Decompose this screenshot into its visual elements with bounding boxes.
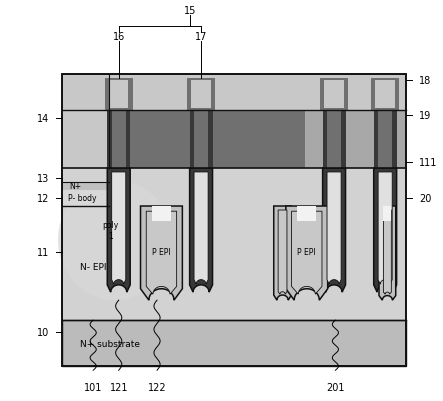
Bar — [371, 79, 399, 111]
Bar — [327, 111, 341, 168]
Bar — [208, 111, 213, 168]
Polygon shape — [194, 172, 208, 284]
Bar — [109, 81, 128, 109]
Bar — [187, 79, 215, 111]
Bar — [62, 111, 406, 168]
Text: 15: 15 — [184, 6, 196, 16]
Bar — [320, 79, 348, 111]
Bar — [297, 207, 316, 222]
Text: 16: 16 — [113, 32, 125, 42]
Polygon shape — [278, 211, 287, 294]
Bar — [378, 111, 392, 168]
Bar — [62, 182, 109, 190]
Bar — [383, 207, 391, 222]
Polygon shape — [286, 207, 328, 300]
Bar — [62, 75, 406, 111]
Polygon shape — [374, 168, 396, 292]
Text: 11: 11 — [37, 247, 49, 257]
Text: P- body: P- body — [68, 194, 96, 203]
Bar — [190, 111, 194, 168]
Text: 20: 20 — [419, 194, 431, 203]
Text: 13: 13 — [37, 174, 49, 184]
Bar — [194, 111, 208, 168]
Text: 101: 101 — [84, 382, 102, 392]
Bar — [112, 111, 126, 168]
Bar — [191, 81, 211, 109]
Bar — [376, 81, 395, 109]
Text: 122: 122 — [148, 382, 167, 392]
Bar — [126, 111, 130, 168]
Bar — [324, 81, 344, 109]
Text: P EPI: P EPI — [152, 247, 171, 257]
Bar — [107, 111, 112, 168]
Text: 17: 17 — [195, 32, 207, 42]
Bar — [305, 111, 406, 168]
Polygon shape — [107, 168, 130, 292]
Bar — [62, 111, 109, 168]
Bar — [62, 75, 406, 367]
Text: 14: 14 — [37, 113, 49, 124]
Bar — [62, 190, 109, 207]
Bar — [62, 168, 406, 320]
Text: 121: 121 — [109, 382, 128, 392]
Bar — [392, 111, 396, 168]
Text: P EPI: P EPI — [297, 247, 316, 257]
Text: 10: 10 — [37, 327, 49, 337]
Text: 201: 201 — [326, 382, 345, 392]
Text: N- EPI: N- EPI — [80, 262, 106, 271]
Text: poly
1: poly 1 — [103, 221, 119, 240]
Polygon shape — [383, 211, 391, 294]
Text: 12: 12 — [37, 194, 49, 203]
Polygon shape — [379, 207, 396, 300]
Polygon shape — [146, 212, 177, 294]
Text: 18: 18 — [419, 76, 431, 85]
Bar — [105, 79, 133, 111]
Polygon shape — [190, 168, 213, 292]
Polygon shape — [291, 212, 322, 294]
Bar — [374, 111, 378, 168]
Bar — [152, 207, 171, 222]
Polygon shape — [112, 172, 126, 284]
Polygon shape — [274, 207, 291, 300]
Bar — [323, 111, 327, 168]
Polygon shape — [378, 172, 392, 284]
Text: N+ substrate: N+ substrate — [80, 339, 140, 348]
Bar — [62, 320, 406, 367]
Text: 19: 19 — [419, 110, 431, 120]
Text: 111: 111 — [419, 158, 437, 168]
Ellipse shape — [58, 180, 172, 300]
Polygon shape — [140, 207, 183, 300]
Polygon shape — [323, 168, 346, 292]
Polygon shape — [327, 172, 341, 284]
Text: N+: N+ — [69, 182, 81, 191]
Bar — [341, 111, 346, 168]
